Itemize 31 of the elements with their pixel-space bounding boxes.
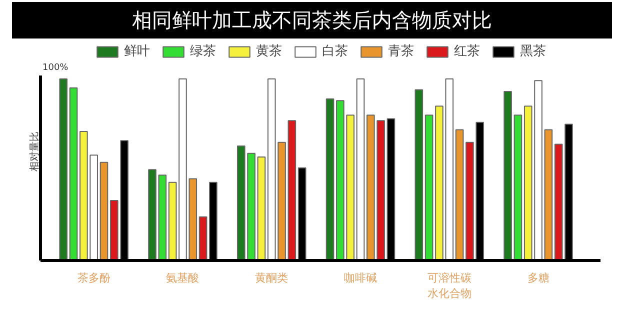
legend-label: 青茶 [388,43,414,60]
legend-label: 黑茶 [520,43,546,60]
bar [504,91,512,260]
legend-label: 绿茶 [190,43,216,60]
bar [100,162,108,260]
legend-label: 红茶 [454,43,480,60]
legend-label: 白茶 [322,43,348,60]
x-tick-label: 茶多酚 [77,272,110,284]
bar [168,182,177,260]
bar [257,156,266,260]
bar [288,120,296,260]
bar [514,114,522,260]
text: 100% [42,63,69,74]
bar [198,216,208,260]
bar [69,87,78,260]
bar [59,78,68,260]
x-tick-label: 咖啡碱 [344,272,377,284]
y-axis-title: 相对量比 [28,132,40,172]
bar [455,129,464,260]
bar [424,114,434,260]
x-tick-label: 黄酮类 [255,272,288,284]
bar [544,129,553,260]
bar [414,89,424,260]
bar [326,98,334,260]
chart-title: 相同鲜叶加工成不同茶类后内含物质对比 [12,2,612,39]
x-tick-label: 氨基酸 [166,272,200,284]
legend-label: 鲜叶 [124,43,150,60]
legend-label: 黄茶 [256,43,282,60]
bar [356,78,365,260]
x-tick-label: 多糖 [527,272,550,284]
x-tick-label: 可溶性碳水化合物 [427,272,472,300]
